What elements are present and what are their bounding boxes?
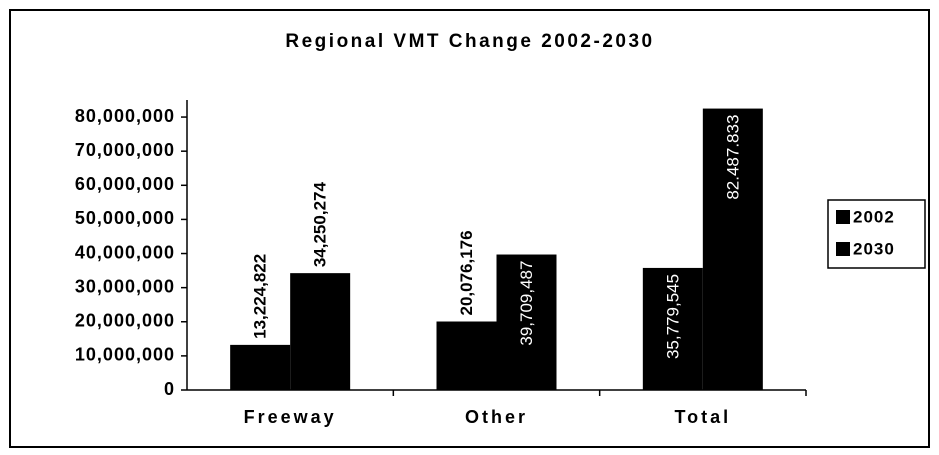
legend-swatch bbox=[836, 210, 850, 224]
bar bbox=[230, 344, 291, 390]
y-tick-label: 70,000,000 bbox=[75, 140, 175, 160]
bar bbox=[290, 273, 351, 390]
bar bbox=[436, 321, 497, 390]
value-label: 20,076,176 bbox=[457, 230, 476, 315]
bar bbox=[642, 267, 703, 390]
y-tick-label: 30,000,000 bbox=[75, 276, 175, 296]
value-label: 13,224,822 bbox=[251, 254, 270, 339]
y-tick-label: 20,000,000 bbox=[75, 311, 175, 331]
y-tick-label: 0 bbox=[164, 379, 175, 399]
x-tick-label: Freeway bbox=[244, 407, 337, 427]
y-tick-label: 50,000,000 bbox=[75, 208, 175, 228]
value-label: 82.487.833 bbox=[723, 115, 742, 200]
y-tick-label: 80,000,000 bbox=[75, 106, 175, 126]
legend-label: 2030 bbox=[853, 239, 895, 258]
y-tick-label: 60,000,000 bbox=[75, 174, 175, 194]
legend-swatch bbox=[836, 242, 850, 256]
value-label: 34,250,274 bbox=[311, 182, 330, 268]
bar bbox=[702, 108, 763, 390]
value-label: 35,779,545 bbox=[663, 274, 682, 359]
chart-title: Regional VMT Change 2002-2030 bbox=[285, 31, 654, 52]
x-tick-label: Other bbox=[465, 407, 528, 427]
x-tick-label: Total bbox=[674, 407, 731, 427]
bar bbox=[496, 254, 557, 390]
value-label: 39,709,487 bbox=[517, 261, 536, 346]
legend-label: 2002 bbox=[853, 207, 895, 226]
y-tick-label: 40,000,000 bbox=[75, 242, 175, 262]
y-tick-label: 10,000,000 bbox=[75, 345, 175, 365]
